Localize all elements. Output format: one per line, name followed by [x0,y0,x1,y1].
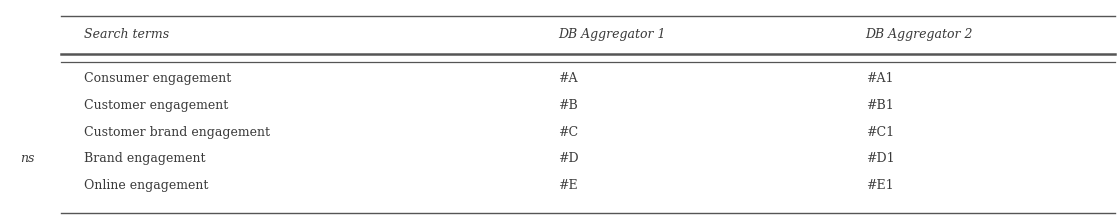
Text: Customer brand engagement: Customer brand engagement [84,126,270,139]
Text: Consumer engagement: Consumer engagement [84,72,231,85]
Text: #D: #D [558,152,579,165]
Text: #C: #C [558,126,579,139]
Text: ns: ns [20,152,35,165]
Text: Brand engagement: Brand engagement [84,152,206,165]
Text: #A: #A [558,72,577,85]
Text: DB Aggregator 1: DB Aggregator 1 [558,28,666,41]
Text: Customer engagement: Customer engagement [84,99,228,112]
Text: #B1: #B1 [866,99,894,112]
Text: DB Aggregator 2: DB Aggregator 2 [866,28,973,41]
Text: Online engagement: Online engagement [84,179,208,192]
Text: #E1: #E1 [866,179,894,192]
Text: #D1: #D1 [866,152,895,165]
Text: #C1: #C1 [866,126,894,139]
Text: #A1: #A1 [866,72,894,85]
Text: #E: #E [558,179,579,192]
Text: Search terms: Search terms [84,28,169,41]
Text: #B: #B [558,99,579,112]
